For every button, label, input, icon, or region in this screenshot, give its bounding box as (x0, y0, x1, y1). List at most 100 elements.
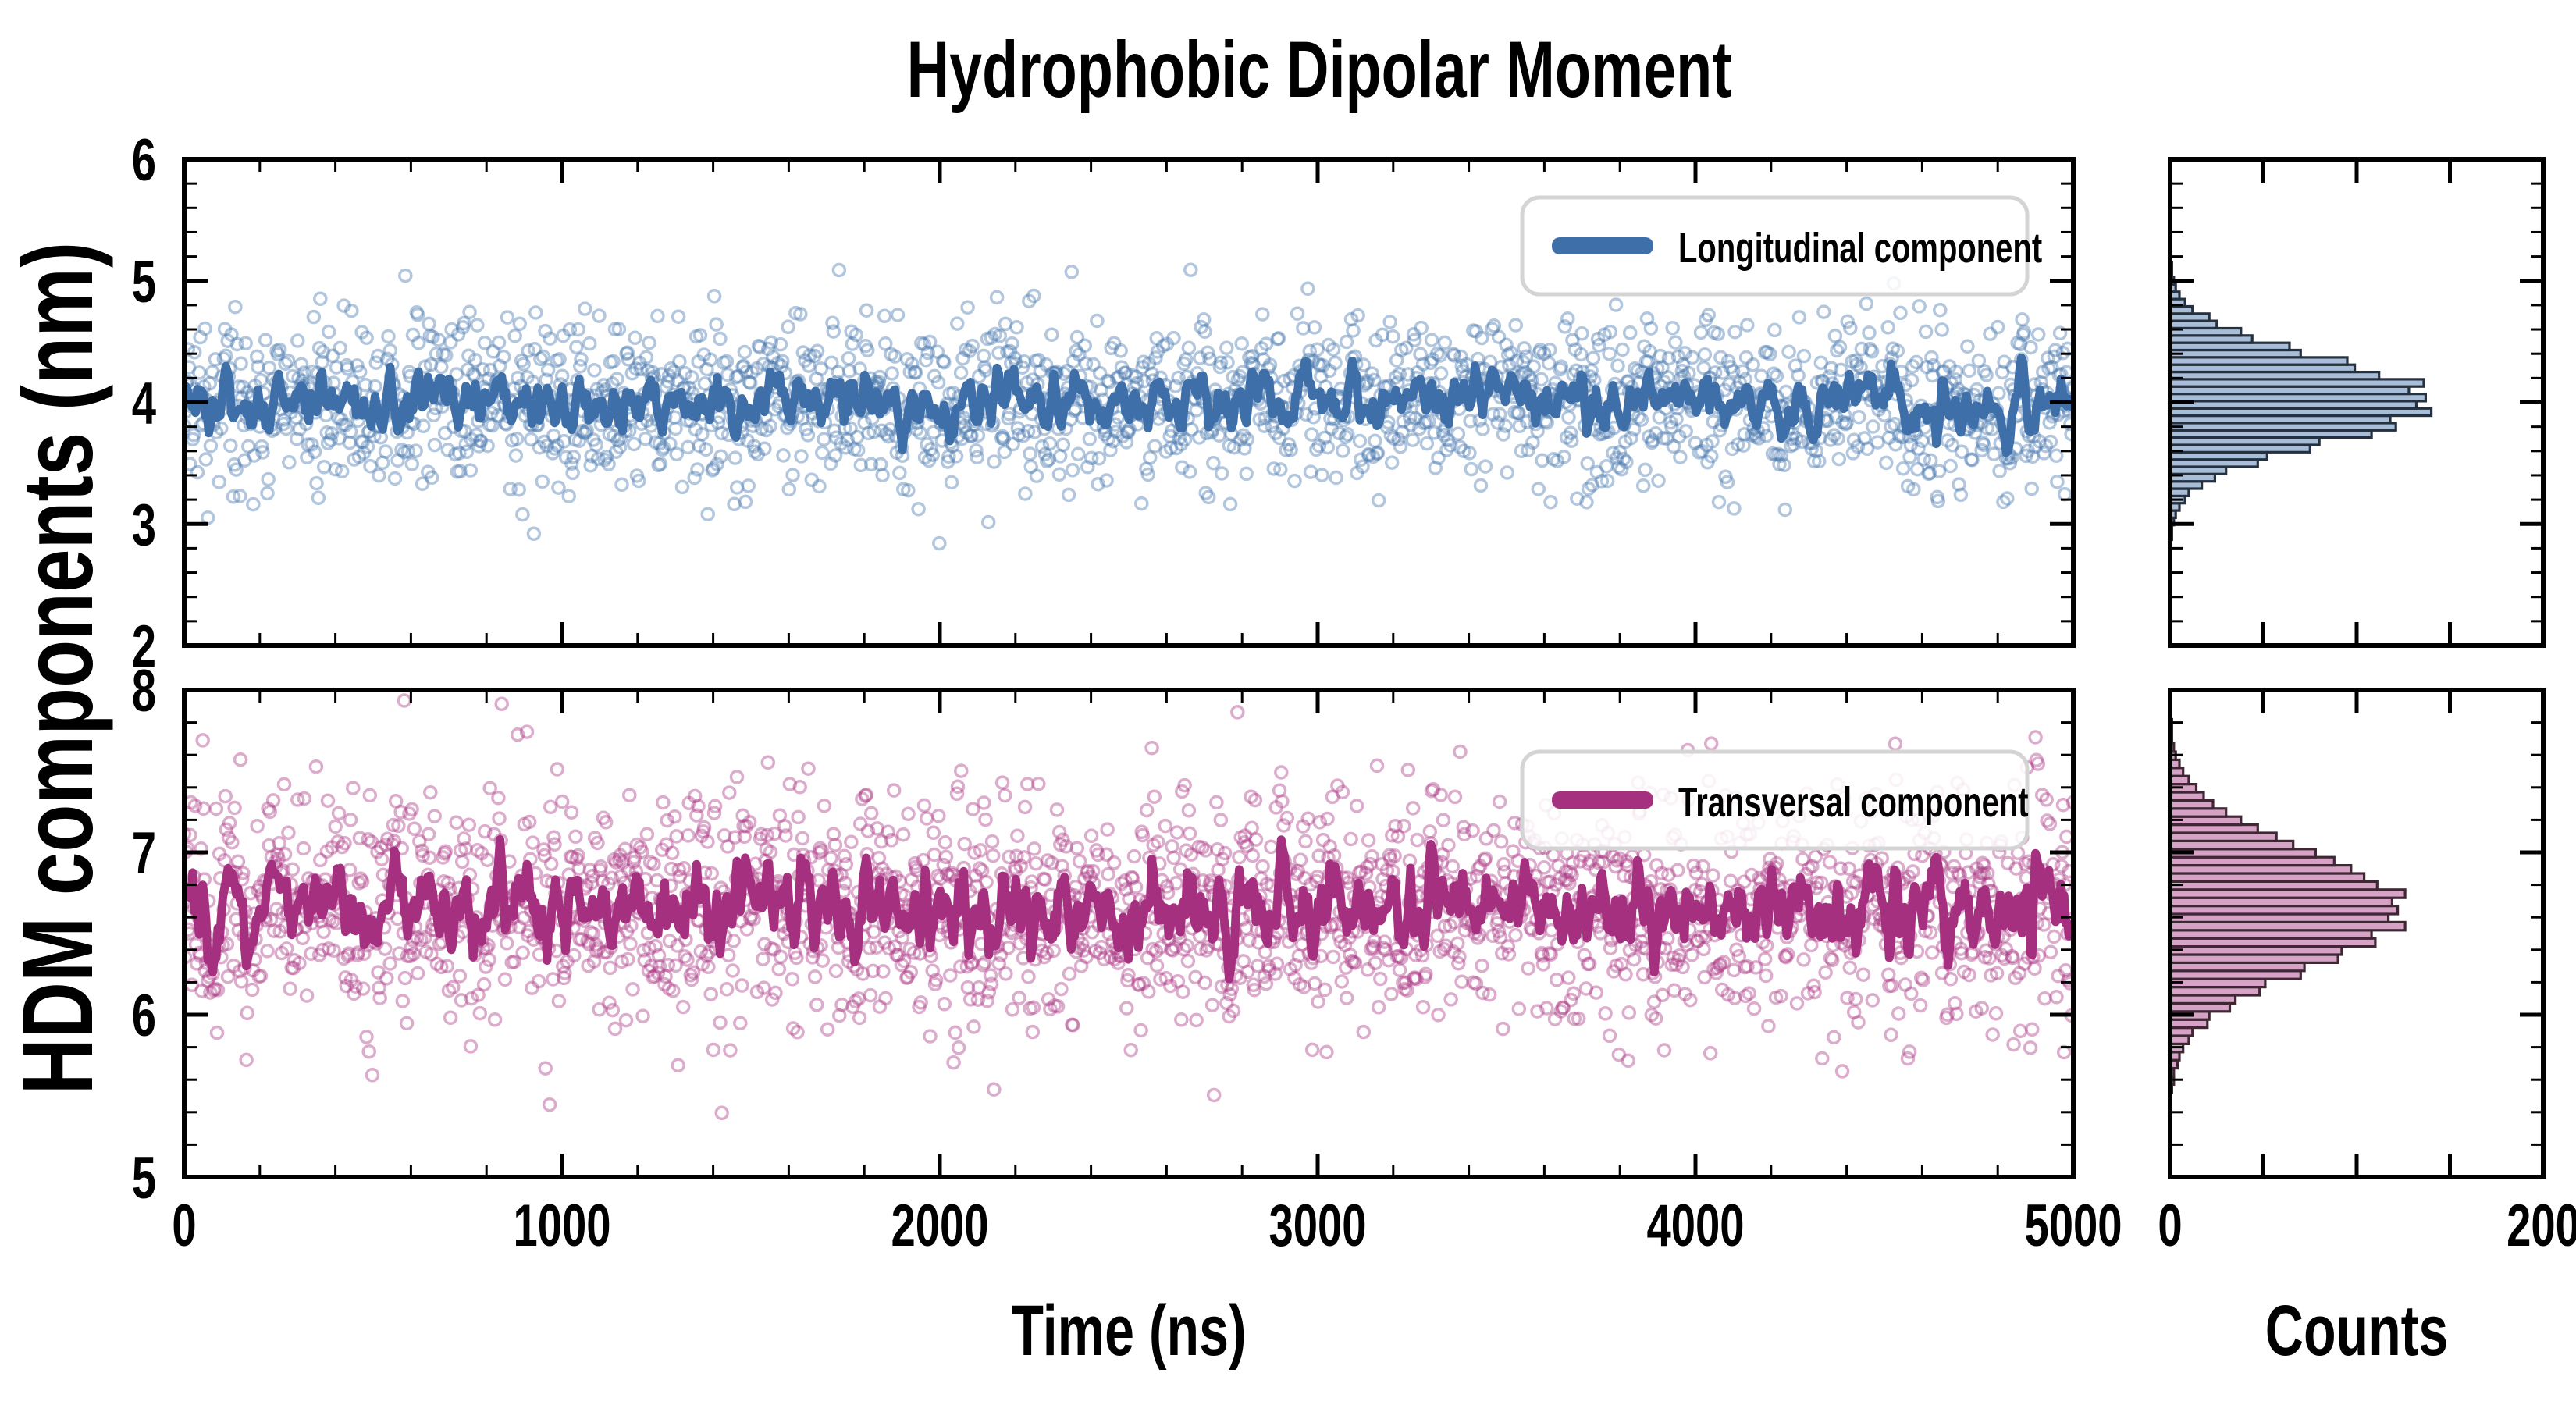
scatter-point (439, 348, 454, 363)
scatter-point (658, 969, 673, 984)
scatter-point (220, 333, 235, 348)
scatter-point (1039, 945, 1055, 961)
scatter-point (789, 950, 804, 966)
scatter-point (1652, 410, 1667, 425)
scatter-point (613, 848, 628, 863)
scatter-point (1703, 1046, 1718, 1061)
scatter-point (1261, 959, 1276, 974)
scatter-point (1722, 377, 1737, 392)
scatter-point (1236, 835, 1252, 850)
legend-label: Longitudinal component (1678, 225, 2042, 272)
scatter-point (1431, 1008, 1446, 1023)
scatter-point (1433, 366, 1449, 381)
scatter-point (2025, 449, 2041, 464)
scatter-point (1177, 777, 1192, 793)
scatter-point (1589, 985, 1604, 1000)
scatter-point (946, 386, 961, 400)
scatter-point (295, 930, 310, 946)
scatter-point (354, 874, 370, 889)
scatter-point (834, 997, 849, 1012)
scatter-point (1579, 495, 1594, 510)
scatter-point (612, 852, 627, 868)
scatter-point (2063, 416, 2073, 432)
scatter-point (454, 854, 470, 870)
scatter-point (1736, 438, 1751, 453)
scatter-point (1812, 454, 1827, 469)
scatter-point (1326, 848, 1342, 863)
scatter-point (1082, 432, 1098, 446)
scatter-point (347, 986, 361, 1001)
scatter-point (1044, 855, 1059, 870)
scatter-point (642, 941, 657, 956)
scatter-point (852, 816, 868, 831)
scatter-point (224, 327, 239, 342)
scatter-point (524, 432, 539, 447)
scatter-point (370, 845, 385, 859)
scatter-point (279, 421, 294, 436)
scatter-point (336, 298, 351, 313)
scatter-point (491, 790, 506, 806)
scatter-point (1478, 459, 1493, 474)
scatter-point (908, 365, 923, 380)
scatter-point (2000, 855, 2016, 871)
scatter-point (1213, 813, 1229, 827)
scatter-point (1171, 370, 1186, 386)
scatter-point (576, 425, 592, 440)
scatter-point (654, 367, 669, 382)
scatter-point (1808, 849, 1823, 864)
scatter-point (736, 819, 751, 834)
scatter-point (1265, 418, 1279, 434)
scatter-point (397, 445, 412, 460)
scatter-point (592, 1002, 607, 1017)
scatter-point (1827, 1030, 1841, 1045)
scatter-point (582, 336, 597, 351)
scatter-point (443, 335, 458, 350)
x-tick-label: 2000 (891, 1193, 988, 1259)
scatter-point (1141, 356, 1157, 371)
scatter-point (723, 1043, 738, 1058)
scatter-point (387, 471, 403, 486)
scatter-point (768, 985, 783, 1001)
scatter-point (372, 991, 387, 1005)
scatter-point (233, 752, 248, 767)
scatter-point (223, 438, 238, 454)
scatter-point (1594, 474, 1610, 489)
scatter-point (1827, 328, 1843, 343)
scatter-point (468, 353, 483, 368)
scatter-point (1283, 962, 1298, 977)
scatter-point (1388, 818, 1403, 834)
scatter-point (696, 820, 712, 835)
scatter-point (776, 448, 791, 463)
scatter-point (509, 431, 525, 446)
scatter-point (1230, 372, 1246, 387)
scatter-point (353, 871, 368, 887)
scatter-point (1521, 443, 1535, 458)
scatter-point (1809, 875, 1825, 891)
scatter-point (970, 428, 986, 443)
scatter-point (1731, 948, 1746, 964)
scatter-point (1439, 443, 1454, 457)
scatter-point (1592, 338, 1606, 353)
scatter-point (1706, 868, 1720, 883)
scatter-point (1611, 1047, 1627, 1062)
scatter-point (1698, 312, 1713, 327)
scatter-point (1450, 426, 1466, 441)
scatter-point (556, 959, 571, 974)
scatter-point (1042, 436, 1058, 451)
scatter-point (1530, 1004, 1545, 1019)
scatter-point (1404, 417, 1418, 432)
scatter-point (997, 444, 1012, 460)
scatter-point (1951, 866, 1966, 880)
scatter-point (250, 818, 265, 834)
scatter-point (661, 981, 677, 996)
scatter-point (299, 988, 315, 1003)
scatter-point (750, 446, 766, 462)
scatter-point (1320, 811, 1335, 827)
scatter-point (1070, 446, 1086, 461)
scatter-point (1624, 430, 1638, 446)
scatter-point (313, 291, 328, 307)
scatter-point (1474, 330, 1489, 346)
scatter-point (244, 982, 260, 998)
scatter-point (1668, 335, 1683, 350)
scatter-point (1796, 348, 1812, 364)
